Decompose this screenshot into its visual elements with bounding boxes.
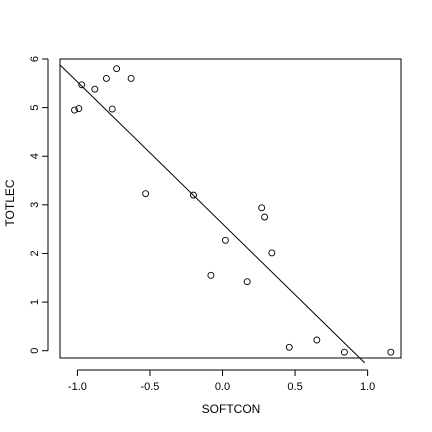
data-point (102, 74, 110, 82)
regression-line (59, 64, 366, 364)
y-tick-label: 3 (29, 202, 41, 208)
data-point (207, 271, 215, 279)
y-tick-label: 6 (29, 56, 41, 62)
data-point (313, 336, 321, 344)
x-tick-label: -0.5 (140, 381, 159, 393)
data-point (71, 106, 78, 114)
x-tick-label: -1.0 (68, 381, 87, 393)
data-point (127, 74, 135, 82)
data-point (108, 105, 116, 113)
data-point (221, 236, 229, 244)
data-point (261, 213, 269, 221)
axes: -1.0 -0.5 0.0 0.5 1.0 0 1 2 3 4 5 6 (29, 56, 402, 393)
x-tick-label: 0.0 (215, 381, 230, 393)
y-tick-label: 0 (29, 348, 41, 354)
y-tick-label: 2 (29, 250, 41, 256)
data-point (285, 343, 293, 351)
x-axis-label: SOFTCON (202, 402, 261, 416)
data-point (258, 204, 266, 212)
data-point (91, 85, 99, 93)
plot-frame (59, 58, 402, 359)
y-tick-label: 1 (29, 299, 41, 305)
y-tick-label: 4 (29, 153, 41, 159)
data-point (113, 65, 121, 73)
data-points (71, 65, 395, 356)
x-tick-label: 1.0 (360, 381, 375, 393)
data-point (142, 190, 150, 198)
data-point (340, 348, 348, 356)
regression-line-layer (59, 64, 366, 364)
y-axis-label: TOTLEC (3, 179, 17, 226)
x-tick-label: 0.5 (287, 381, 302, 393)
y-tick-label: 5 (29, 105, 41, 111)
data-point (75, 105, 83, 113)
data-point (190, 191, 197, 199)
data-point (243, 278, 251, 286)
data-point (268, 249, 276, 257)
data-point (387, 348, 395, 356)
data-point (78, 81, 86, 89)
